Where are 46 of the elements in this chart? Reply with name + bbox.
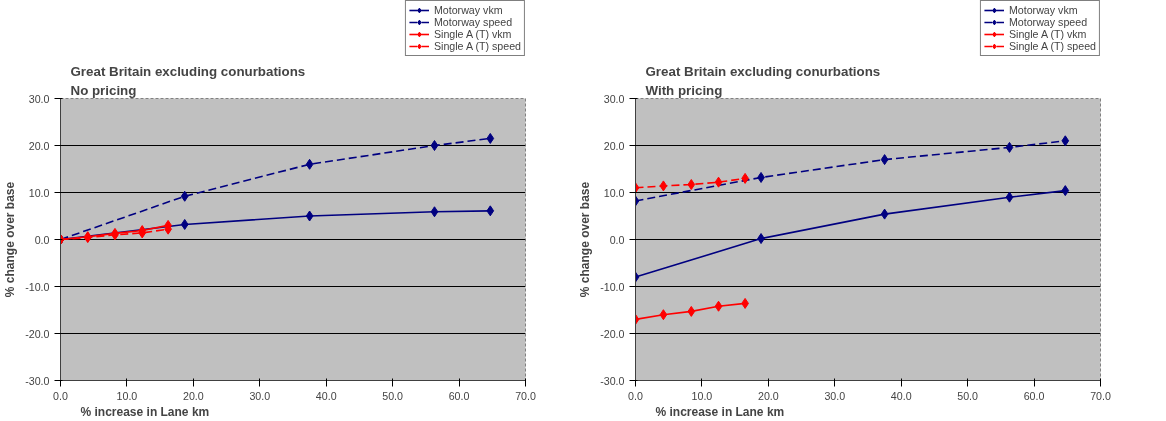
legend-label: Motorway vkm <box>433 4 503 16</box>
x-tick-label: 0.0 <box>628 389 643 402</box>
legend-label: Single A (T) speed <box>1008 40 1096 52</box>
legend-label: Motorway vkm <box>1008 4 1078 16</box>
chart-title: Great Britain excluding conurbations <box>70 63 306 79</box>
y-tick-label: -30.0 <box>25 374 50 387</box>
y-tick-label: 0.0 <box>34 233 50 246</box>
legend-label: Single A (T) speed <box>433 40 521 52</box>
y-tick-label: -20.0 <box>600 327 625 340</box>
x-tick-label: 20.0 <box>757 389 779 402</box>
y-tick-label: -10.0 <box>600 280 625 293</box>
y-tick-label: 10.0 <box>28 186 50 199</box>
x-tick-label: 60.0 <box>1023 389 1045 402</box>
x-tick-label: 70.0 <box>515 389 536 402</box>
chart-subtitle: With pricing <box>645 82 723 98</box>
x-tick-label: 30.0 <box>824 389 846 402</box>
legend-label: Motorway speed <box>433 16 513 28</box>
x-tick-label: 10.0 <box>691 389 713 402</box>
y-tick-label: -20.0 <box>25 327 50 340</box>
x-axis-title: % increase in Lane km <box>80 404 210 419</box>
x-tick-label: 30.0 <box>249 389 271 402</box>
x-tick-label: 50.0 <box>382 389 404 402</box>
y-tick-label: 10.0 <box>603 186 625 199</box>
y-tick-label: -10.0 <box>25 280 50 293</box>
legend-label: Motorway speed <box>1008 16 1088 28</box>
x-tick-label: 60.0 <box>448 389 470 402</box>
y-tick-label: 30.0 <box>28 92 50 105</box>
x-tick-label: 70.0 <box>1090 389 1111 402</box>
x-tick-label: 40.0 <box>890 389 912 402</box>
y-tick-label: 30.0 <box>603 92 625 105</box>
y-axis-title: % change over base <box>3 181 18 298</box>
y-tick-label: 0.0 <box>609 233 625 246</box>
y-tick-label: -30.0 <box>600 374 625 387</box>
legend-label: Single A (T) vkm <box>1008 28 1087 40</box>
x-axis-title: % increase in Lane km <box>655 404 785 419</box>
x-tick-label: 10.0 <box>116 389 138 402</box>
y-tick-label: 20.0 <box>603 139 625 152</box>
x-tick-label: 40.0 <box>315 389 337 402</box>
x-tick-label: 0.0 <box>53 389 68 402</box>
chart-subtitle: No pricing <box>70 82 137 98</box>
x-tick-label: 50.0 <box>957 389 979 402</box>
legend-label: Single A (T) vkm <box>433 28 512 40</box>
y-axis-title: % change over base <box>578 181 593 298</box>
y-tick-label: 20.0 <box>28 139 50 152</box>
x-tick-label: 20.0 <box>182 389 204 402</box>
chart-title: Great Britain excluding conurbations <box>645 63 881 79</box>
